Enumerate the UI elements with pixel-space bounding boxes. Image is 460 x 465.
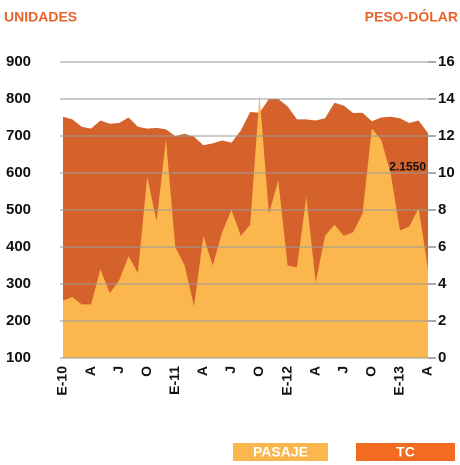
x-tick-label: A (82, 366, 98, 376)
x-tick-label: J (110, 366, 126, 374)
y-tick-label: 400 (6, 238, 31, 255)
y-tick-label: 300 (6, 275, 31, 292)
y-tick-label: 200 (6, 312, 31, 329)
x-tick-label: E-10 (54, 366, 70, 396)
y2-tick-label: 8 (438, 201, 446, 218)
y2-tick-label: 16 (438, 53, 455, 70)
y2-tick-label: 4 (438, 275, 447, 292)
end-label: 12.1550 (383, 159, 427, 173)
y-tick-label: 700 (6, 127, 31, 144)
x-tick-label: J (222, 366, 238, 374)
x-tick-label: O (138, 366, 154, 377)
legend-label: PASAJE (253, 444, 308, 460)
x-tick-label: O (363, 366, 379, 377)
y-tick-label: 900 (6, 53, 31, 70)
y-tick-label: 500 (6, 201, 31, 218)
y2-tick-label: 12 (438, 127, 455, 144)
legend-swatch (233, 443, 328, 461)
y-tick-label: 100 (6, 349, 31, 366)
y2-tick-label: 2 (438, 312, 446, 329)
x-tick-label: E-13 (391, 366, 407, 396)
x-tick-label: A (419, 366, 435, 376)
y2-tick-label: 10 (438, 164, 455, 181)
x-tick-label: O (250, 366, 266, 377)
x-tick-label: J (334, 366, 350, 374)
y-tick-label: 600 (6, 164, 31, 181)
y-tick-label: 800 (6, 90, 31, 107)
legend-label: TC (396, 444, 415, 460)
x-tick-label: A (306, 366, 322, 376)
x-tick-label: E-11 (166, 366, 182, 395)
area (63, 95, 428, 359)
y2-tick-label: 0 (438, 349, 446, 366)
y2-tick-label: 6 (438, 238, 446, 255)
x-tick-label: E-12 (278, 366, 294, 396)
y2-tick-label: 14 (438, 90, 455, 107)
y2-axis-title: PESO-DÓLAR (365, 8, 458, 25)
x-tick-label: A (194, 366, 210, 376)
legend-swatch (356, 443, 455, 461)
y-axis-title: UNIDADES (4, 9, 77, 25)
